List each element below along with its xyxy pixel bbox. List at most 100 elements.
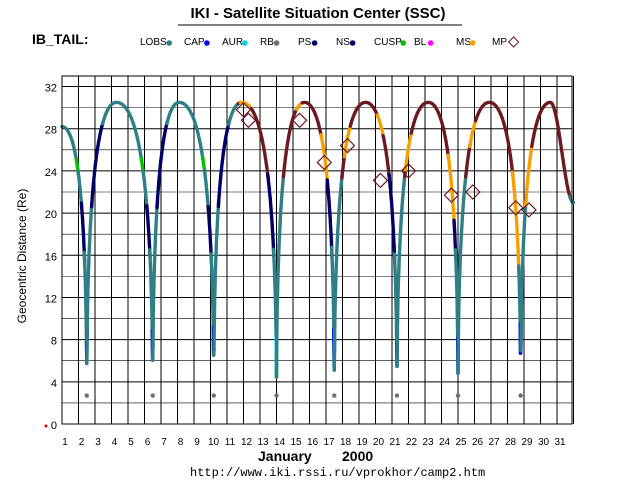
x-tick-label: 2	[79, 437, 85, 448]
orbit-segment	[464, 142, 472, 179]
x-tick-label: 26	[472, 437, 484, 448]
y-tick-label: 0	[51, 420, 57, 432]
legend-swatch-ps	[311, 40, 318, 46]
magnetopause-marker	[521, 202, 537, 218]
legend-label-ns: NS	[336, 37, 350, 48]
magnetopause-marker	[316, 154, 333, 171]
orbit-segment	[468, 117, 478, 149]
x-tick-label: 20	[373, 437, 385, 448]
orbit-segment	[226, 101, 241, 127]
legend-label-cap: CAP	[184, 37, 205, 48]
legend-swatch-rb	[273, 40, 280, 46]
panel-label: IB_TAIL:	[32, 31, 89, 47]
orbit-segment	[150, 199, 160, 362]
orbit-segment	[456, 171, 468, 375]
legend-label-ms: MS	[456, 37, 471, 48]
x-tick-label: 3	[95, 437, 101, 448]
chart-title: IKI - Satellite Situation Center (SSC)	[190, 5, 445, 22]
origin-dot	[44, 424, 48, 428]
orbit-segment	[319, 133, 330, 186]
legend-label-lobs: LOBS	[140, 37, 167, 48]
perigee-point	[274, 393, 279, 398]
magnetopause-markers	[235, 101, 537, 218]
orbit-segment	[85, 199, 94, 366]
y-tick-label: 4	[51, 378, 57, 390]
orbit-segment	[530, 100, 572, 200]
perigee-point	[518, 393, 523, 398]
orbit-segment	[202, 168, 211, 213]
x-tick-label: 24	[439, 437, 451, 448]
orbit-segment	[266, 172, 276, 259]
orbit-segment	[249, 106, 270, 180]
x-tick-label: 17	[323, 437, 335, 448]
legend-label-rb: RB	[260, 37, 274, 48]
x-tick-label: 25	[455, 437, 467, 448]
perigee-point	[211, 393, 216, 398]
plot-frame	[61, 75, 573, 425]
plot-area: 1 2 3 4 5 6 7 8 9 10 11 12 13 14 15 16 17 18 19 20 21 22 23 24 2…	[44, 75, 576, 448]
orbit-segment	[300, 100, 324, 139]
y-tick-label: 24	[45, 167, 57, 179]
orbit-segment	[381, 133, 392, 180]
x-tick-label: 4	[112, 437, 118, 448]
x-tick-label: 15	[290, 437, 302, 448]
orbit-segment	[206, 204, 214, 264]
magnetopause-marker	[443, 187, 460, 204]
x-tick-label: 16	[307, 437, 319, 448]
orbit-segment	[473, 100, 515, 178]
legend-swatch-bl	[427, 40, 434, 46]
x-tick-label: 11	[225, 437, 236, 448]
x-tick-label: 12	[241, 437, 253, 448]
orbit-segment	[141, 169, 149, 212]
y-tick-label: 20	[45, 209, 57, 221]
x-tick-label: 30	[538, 437, 550, 448]
x-tick-label: 27	[488, 437, 500, 448]
magnetopause-marker	[240, 112, 257, 129]
legend-swatch-lobs	[166, 40, 172, 46]
legend-swatch-ns	[349, 40, 356, 46]
perigee-point	[150, 393, 155, 398]
x-tick-label: 8	[178, 437, 184, 448]
orbit-segment	[348, 100, 380, 128]
legend-swatch-aur	[242, 40, 248, 46]
x-tick-label: 21	[389, 437, 401, 448]
x-tick-label: 19	[356, 437, 368, 448]
y-axis-label: Geocentric Distance (Re)	[15, 189, 29, 324]
orbit-curve	[60, 100, 576, 398]
orbit-segment	[274, 171, 286, 379]
orbit-segment	[446, 153, 457, 229]
magnetopause-marker	[465, 184, 481, 200]
x-axis-year: 2000	[342, 448, 373, 464]
legend-label-aur: AUR	[222, 37, 243, 48]
orbit-segment	[211, 199, 221, 357]
x-tick-label: 28	[505, 437, 517, 448]
x-tick-label: 6	[145, 437, 151, 448]
perigee-point	[332, 393, 337, 398]
magnetopause-marker	[507, 199, 524, 216]
magnetopause-marker	[372, 172, 389, 189]
y-tick-label: 12	[45, 293, 57, 305]
y-tick-label: 28	[45, 125, 57, 137]
x-tick-label: 14	[274, 437, 286, 448]
orbit-segment	[523, 142, 534, 207]
y-tick-label: 8	[51, 336, 57, 348]
source-url: http://www.iki.rssi.ru/vprokhor/camp2.ht…	[190, 466, 485, 480]
orbit-segment	[281, 106, 299, 179]
axis-ticks: 1 2 3 4 5 6 7 8 9 10 11 12 13 14 15 16 17 18 19 20 21 22 23 24 2…	[44, 83, 566, 448]
magnetopause-marker	[400, 163, 417, 179]
orbit-segment	[375, 113, 386, 140]
x-tick-label: 22	[406, 437, 418, 448]
x-tick-label: 29	[521, 437, 533, 448]
magnetopause-marker	[235, 101, 252, 118]
x-tick-label: 7	[161, 437, 167, 448]
orbit-segment	[510, 170, 521, 279]
orbit-segment	[216, 121, 231, 209]
legend-swatch-ms	[469, 40, 476, 46]
legend-label-ps: PS	[298, 37, 312, 48]
x-tick-label: 5	[128, 437, 134, 448]
diamond-icon	[507, 36, 520, 48]
orbit-segment	[387, 172, 397, 265]
perigee-point	[394, 393, 400, 398]
orbit-segment	[238, 100, 254, 111]
legend-swatch-cusp	[400, 40, 407, 46]
